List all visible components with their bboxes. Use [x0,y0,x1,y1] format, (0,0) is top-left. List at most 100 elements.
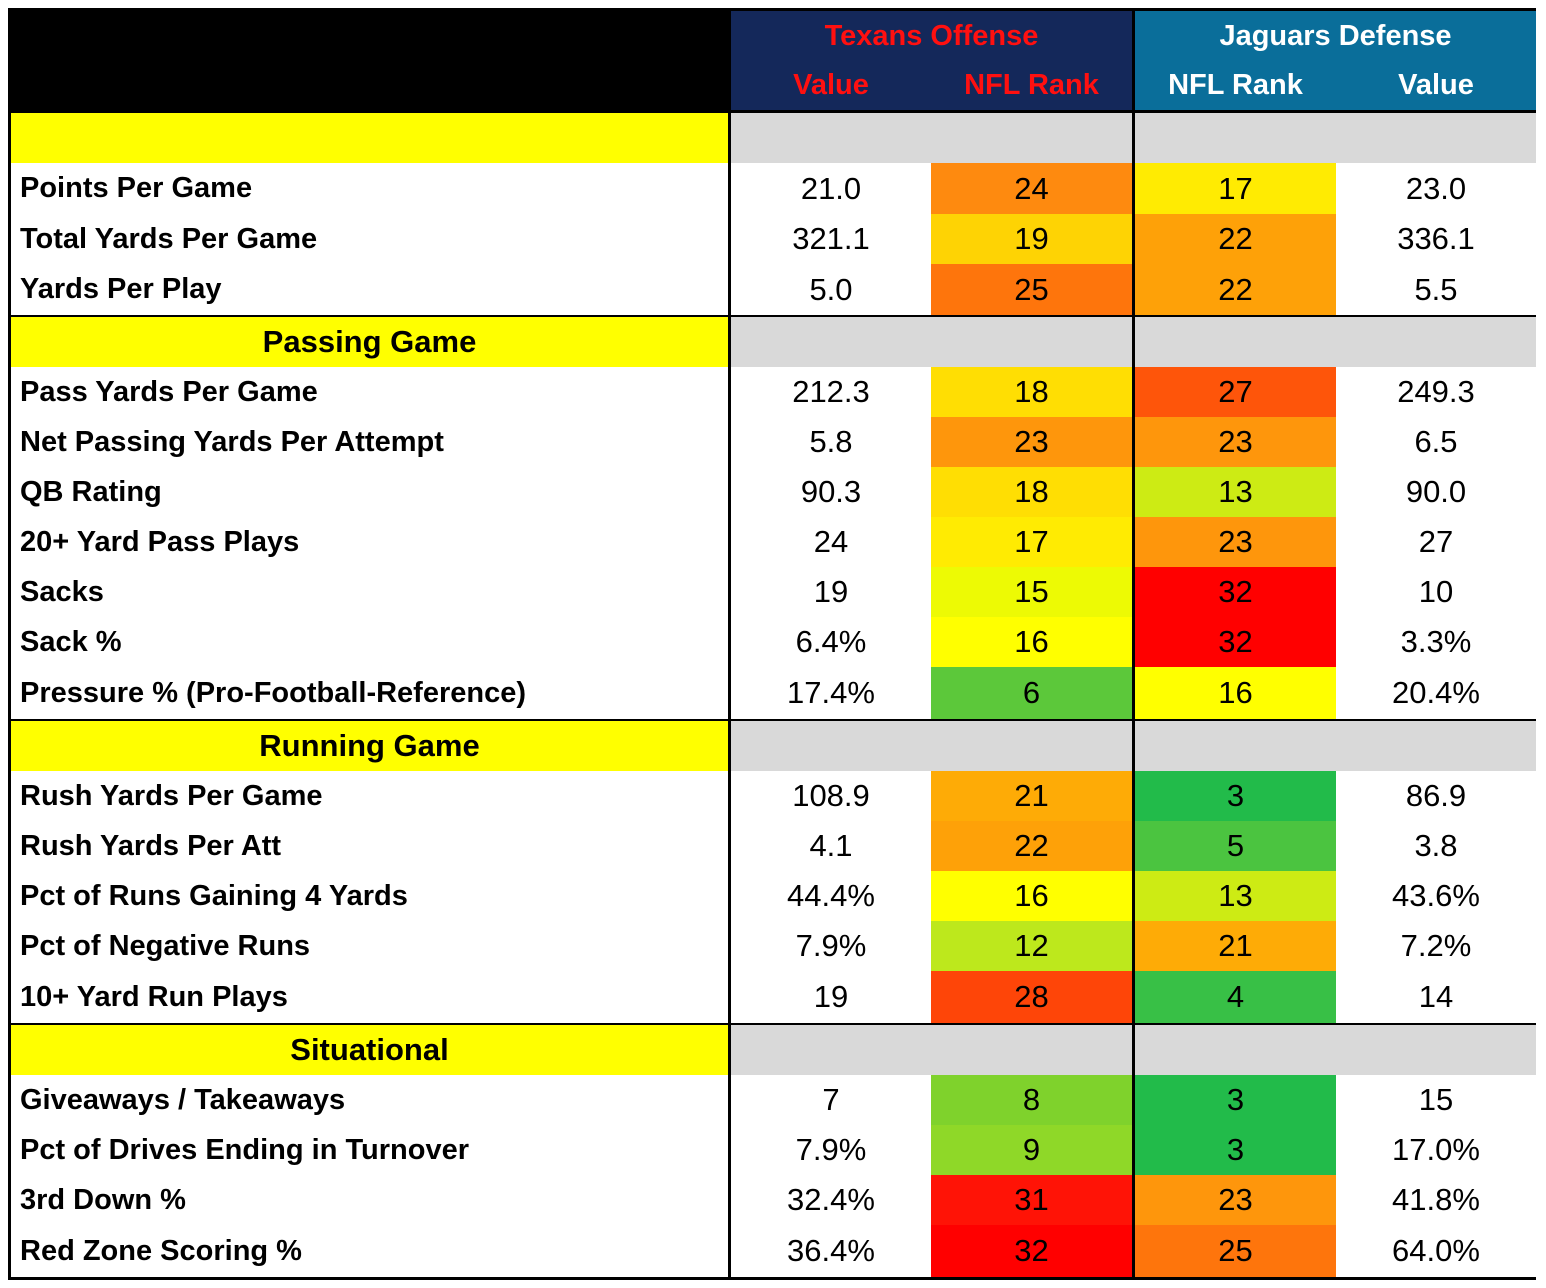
stat-label: Sack % [11,617,728,667]
jaguars-rank: 25 [1135,1225,1336,1277]
jaguars-rank: 5 [1135,821,1336,871]
jaguars-rank: 27 [1135,367,1336,417]
texans-value: 32.4% [731,1175,931,1225]
stat-label: Pressure % (Pro-Football-Reference) [11,667,728,719]
stat-label: 10+ Yard Run Plays [11,971,728,1023]
jaguars-value: 336.1 [1336,214,1536,264]
jaguars-rank: 17 [1135,163,1336,214]
jaguars-rank: 32 [1135,567,1336,617]
jaguars-rank: 22 [1135,214,1336,264]
stat-label: Pass Yards Per Game [11,367,728,417]
stat-label: QB Rating [11,467,728,517]
texans-rank: 9 [931,1125,1132,1175]
jaguars-value: 249.3 [1336,367,1536,417]
jaguars-value: 27 [1336,517,1536,567]
texans-value: 212.3 [731,367,931,417]
jaguars-value: 7.2% [1336,921,1536,971]
stat-label: Pct of Negative Runs [11,921,728,971]
jaguars-rank: 32 [1135,617,1336,667]
jaguars-value: 64.0% [1336,1225,1536,1277]
grid-line [1132,11,1135,1277]
texans-rank: 28 [931,971,1132,1023]
stat-label: Red Zone Scoring % [11,1225,728,1277]
stat-label: Pct of Runs Gaining 4 Yards [11,871,728,921]
jaguars-value: 23.0 [1336,163,1536,214]
texans-value: 21.0 [731,163,931,214]
texans-rank: 24 [931,163,1132,214]
texans-value: 108.9 [731,771,931,821]
grid-line [11,1023,1533,1026]
texans-offense-title: Texans Offense [731,11,1132,61]
jaguars-value: 10 [1336,567,1536,617]
grid-line [11,110,1533,113]
jaguars-rank: 22 [1135,264,1336,315]
jaguars-value: 90.0 [1336,467,1536,517]
texans-value: 90.3 [731,467,931,517]
stat-label: Rush Yards Per Game [11,771,728,821]
jaguars-rank: 3 [1135,1125,1336,1175]
jaguars-rank: 23 [1135,517,1336,567]
texans-value: 5.8 [731,417,931,467]
texans-value: 321.1 [731,214,931,264]
stat-label: Pct of Drives Ending in Turnover [11,1125,728,1175]
texans-rank: 17 [931,517,1132,567]
jaguars-rank: 21 [1135,921,1336,971]
jaguars-value: 5.5 [1336,264,1536,315]
jaguars-rank: 3 [1135,771,1336,821]
jaguars-rank: 16 [1135,667,1336,719]
stat-label: Net Passing Yards Per Attempt [11,417,728,467]
jaguars-defense-title: Jaguars Defense [1135,11,1536,61]
texans-rank: 23 [931,417,1132,467]
jaguars-rank: 3 [1135,1075,1336,1125]
jaguars-value: 14 [1336,971,1536,1023]
jaguars-value: 6.5 [1336,417,1536,467]
texans-rank: 8 [931,1075,1132,1125]
texans-value: 6.4% [731,617,931,667]
jaguars-rank-header: NFL Rank [1135,61,1336,110]
texans-value: 4.1 [731,821,931,871]
stat-label: Points Per Game [11,163,728,214]
texans-rank: 21 [931,771,1132,821]
jaguars-value-header: Value [1336,61,1536,110]
texans-rank: 32 [931,1225,1132,1277]
texans-rank: 15 [931,567,1132,617]
texans-rank: 6 [931,667,1132,719]
texans-rank: 18 [931,467,1132,517]
jaguars-rank: 23 [1135,1175,1336,1225]
texans-rank: 25 [931,264,1132,315]
stat-label: 20+ Yard Pass Plays [11,517,728,567]
stat-label: Giveaways / Takeaways [11,1075,728,1125]
stat-label: 3rd Down % [11,1175,728,1225]
grid-line [11,719,1533,722]
jaguars-value: 3.8 [1336,821,1536,871]
section-title: Situational [11,1025,728,1075]
texans-value: 36.4% [731,1225,931,1277]
texans-value: 7.9% [731,1125,931,1175]
header-black-corner [11,11,728,110]
jaguars-value: 3.3% [1336,617,1536,667]
texans-value: 44.4% [731,871,931,921]
texans-rank: 18 [931,367,1132,417]
grid-line [728,11,731,1277]
jaguars-value: 41.8% [1336,1175,1536,1225]
grid-line [11,315,1533,318]
texans-value: 7 [731,1075,931,1125]
texans-rank: 31 [931,1175,1132,1225]
texans-value: 24 [731,517,931,567]
jaguars-value: 86.9 [1336,771,1536,821]
texans-value: 19 [731,971,931,1023]
section-title: Passing Game [11,317,728,367]
stats-comparison-table: Texans Offense Jaguars Defense Value NFL… [8,8,1536,1280]
jaguars-value: 15 [1336,1075,1536,1125]
jaguars-rank: 13 [1135,871,1336,921]
texans-value: 17.4% [731,667,931,719]
texans-value-header: Value [731,61,931,110]
texans-value: 5.0 [731,264,931,315]
texans-value: 19 [731,567,931,617]
jaguars-rank: 23 [1135,417,1336,467]
jaguars-rank: 13 [1135,467,1336,517]
texans-rank: 16 [931,617,1132,667]
jaguars-rank: 4 [1135,971,1336,1023]
texans-value: 7.9% [731,921,931,971]
texans-rank: 19 [931,214,1132,264]
